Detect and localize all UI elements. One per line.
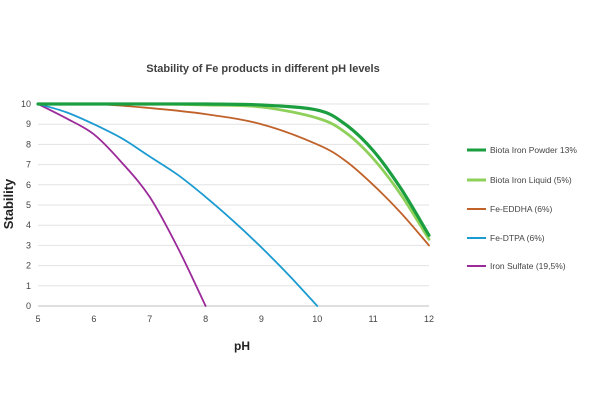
series-line xyxy=(37,103,207,307)
y-tick-label: 2 xyxy=(26,261,31,271)
x-tick-label: 8 xyxy=(203,314,208,324)
legend-label: Fe-EDDHA (6%) xyxy=(490,204,553,214)
chart-title: Stability of Fe products in different pH… xyxy=(146,63,379,75)
y-axis-label: Stability xyxy=(1,178,16,229)
legend: Biota Iron Powder 13% Biota Iron Liquid (… xyxy=(467,145,577,271)
x-tick-label: 6 xyxy=(91,314,96,324)
x-tick-label: 10 xyxy=(312,314,322,324)
series-line xyxy=(37,103,319,307)
y-tick-label: 3 xyxy=(26,240,31,250)
y-tick-label: 1 xyxy=(26,281,31,291)
x-tick-label: 7 xyxy=(147,314,152,324)
y-tick-label: 9 xyxy=(26,119,31,129)
legend-label: Fe-DTPA (6%) xyxy=(490,233,545,243)
series-line xyxy=(36,102,431,237)
y-tick-label: 5 xyxy=(26,200,31,210)
y-axis-ticks: 0 1 2 3 4 5 6 7 8 9 10 xyxy=(21,99,31,311)
x-tick-label: 5 xyxy=(35,314,40,324)
y-tick-label: 7 xyxy=(26,160,31,170)
series-lines xyxy=(36,102,431,307)
y-tick-label: 4 xyxy=(26,220,31,230)
x-tick-label: 11 xyxy=(368,314,377,324)
x-axis-ticks: 5 6 7 8 9 10 11 12 xyxy=(35,314,434,324)
x-axis-label: pH xyxy=(234,339,250,353)
legend-label: Biota Iron Liquid (5%) xyxy=(490,175,572,185)
legend-label: Iron Sulfate (19,5%) xyxy=(490,261,566,271)
legend-label: Biota Iron Powder 13% xyxy=(490,145,577,155)
y-tick-label: 8 xyxy=(26,139,31,149)
y-tick-label: 10 xyxy=(21,99,31,109)
y-tick-label: 0 xyxy=(26,301,31,311)
x-tick-label: 9 xyxy=(259,314,264,324)
x-tick-label: 12 xyxy=(424,314,434,324)
y-tick-label: 6 xyxy=(26,180,31,190)
gridlines xyxy=(38,103,429,307)
series-line xyxy=(37,102,430,247)
